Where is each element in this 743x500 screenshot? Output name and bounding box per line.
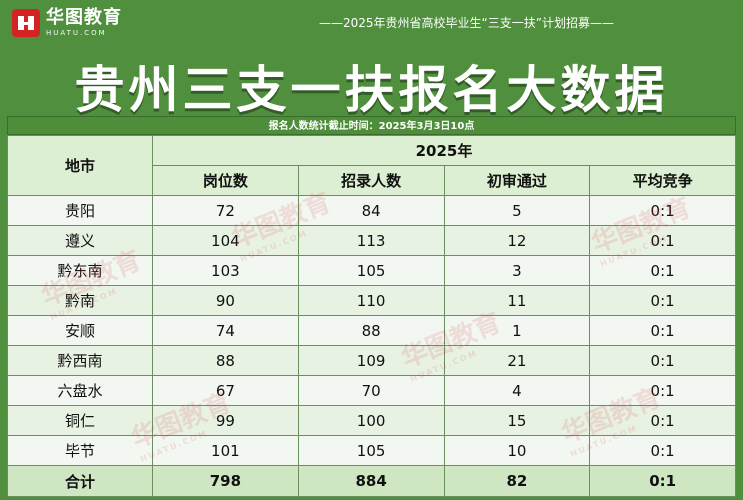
program-note: ——2025年贵州省高校毕业生“三支一扶”计划招募—— xyxy=(319,16,614,30)
ratio-cell: 0:1 xyxy=(589,255,736,286)
table-row: 六盘水 67 70 4 0:1 xyxy=(7,375,736,406)
hires-cell: 105 xyxy=(297,255,445,286)
ratio-cell: 0:1 xyxy=(589,225,736,256)
positions-cell: 90 xyxy=(152,285,299,316)
passed-cell: 1 xyxy=(443,315,591,346)
region-cell: 黔西南 xyxy=(7,345,153,376)
region-cell: 贵阳 xyxy=(7,195,153,226)
header-ratio: 平均竞争 xyxy=(589,165,736,196)
logo-name: 华图教育 xyxy=(46,7,122,28)
logo-domain: HUATU.COM xyxy=(46,29,107,37)
hires-cell: 113 xyxy=(297,225,445,256)
header-passed: 初审通过 xyxy=(443,165,591,196)
positions-cell: 104 xyxy=(152,225,299,256)
table-row: 黔东南 103 105 3 0:1 xyxy=(7,255,736,286)
ratio-cell: 0:1 xyxy=(589,375,736,406)
region-cell: 六盘水 xyxy=(7,375,153,406)
table-row: 贵阳 72 84 5 0:1 xyxy=(7,195,736,226)
ratio-cell: 0:1 xyxy=(589,345,736,376)
total-hires: 884 xyxy=(297,465,445,497)
hires-cell: 70 xyxy=(297,375,445,406)
total-ratio: 0:1 xyxy=(589,465,736,497)
passed-cell: 15 xyxy=(443,405,591,436)
header-region: 地市 xyxy=(7,135,153,196)
passed-cell: 10 xyxy=(443,435,591,466)
ratio-cell: 0:1 xyxy=(589,285,736,316)
huatu-logo-icon xyxy=(12,9,40,37)
total-label: 合计 xyxy=(7,465,153,497)
region-cell: 黔东南 xyxy=(7,255,153,286)
header-positions: 岗位数 xyxy=(152,165,299,196)
positions-cell: 103 xyxy=(152,255,299,286)
hires-cell: 105 xyxy=(297,435,445,466)
positions-cell: 67 xyxy=(152,375,299,406)
region-cell: 黔南 xyxy=(7,285,153,316)
table-row: 安顺 74 88 1 0:1 xyxy=(7,315,736,346)
positions-cell: 88 xyxy=(152,345,299,376)
passed-cell: 21 xyxy=(443,345,591,376)
huatu-logo[interactable]: 华图教育 HUATU.COM xyxy=(12,6,122,40)
top-banner: 华图教育 HUATU.COM ——2025年贵州省高校毕业生“三支一扶”计划招募… xyxy=(0,0,743,46)
positions-cell: 101 xyxy=(152,435,299,466)
page-title: 贵州三支一扶报名大数据 xyxy=(74,61,669,119)
region-cell: 铜仁 xyxy=(7,405,153,436)
region-cell: 安顺 xyxy=(7,315,153,346)
ratio-cell: 0:1 xyxy=(589,315,736,346)
passed-cell: 12 xyxy=(443,225,591,256)
stat-cutoff-time: 报名人数统计截止时间：2025年3月3日10点 xyxy=(7,116,736,135)
registration-table: 地市 2025年 岗位数 招录人数 初审通过 平均竞争 贵阳 72 84 5 0… xyxy=(7,135,736,497)
passed-cell: 11 xyxy=(443,285,591,316)
positions-cell: 99 xyxy=(152,405,299,436)
total-passed: 82 xyxy=(443,465,591,497)
total-positions: 798 xyxy=(152,465,299,497)
total-row: 合计 798 884 82 0:1 xyxy=(7,465,736,497)
header-hires: 招录人数 xyxy=(297,165,445,196)
table-row: 黔西南 88 109 21 0:1 xyxy=(7,345,736,376)
ratio-cell: 0:1 xyxy=(589,405,736,436)
region-cell: 毕节 xyxy=(7,435,153,466)
header-year: 2025年 xyxy=(152,135,736,166)
positions-cell: 72 xyxy=(152,195,299,226)
table-row: 黔南 90 110 11 0:1 xyxy=(7,285,736,316)
hires-cell: 100 xyxy=(297,405,445,436)
region-cell: 遵义 xyxy=(7,225,153,256)
hires-cell: 84 xyxy=(297,195,445,226)
hires-cell: 110 xyxy=(297,285,445,316)
passed-cell: 5 xyxy=(443,195,591,226)
table-row: 铜仁 99 100 15 0:1 xyxy=(7,405,736,436)
ratio-cell: 0:1 xyxy=(589,195,736,226)
hires-cell: 88 xyxy=(297,315,445,346)
positions-cell: 74 xyxy=(152,315,299,346)
table-row: 毕节 101 105 10 0:1 xyxy=(7,435,736,466)
passed-cell: 4 xyxy=(443,375,591,406)
table-row: 遵义 104 113 12 0:1 xyxy=(7,225,736,256)
passed-cell: 3 xyxy=(443,255,591,286)
ratio-cell: 0:1 xyxy=(589,435,736,466)
hires-cell: 109 xyxy=(297,345,445,376)
